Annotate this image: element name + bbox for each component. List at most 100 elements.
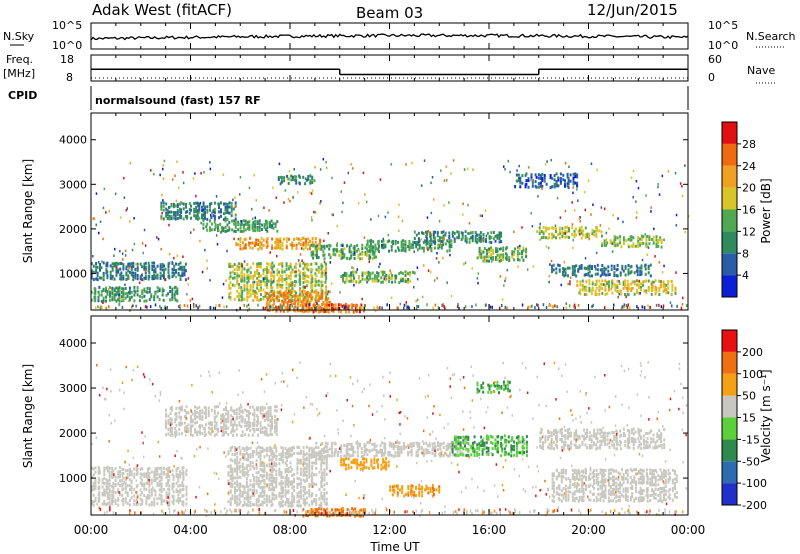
- band3-cell: [202, 223, 205, 226]
- band4-cell: [340, 460, 343, 464]
- band1-cell: [201, 415, 204, 419]
- band6-cell: [412, 444, 415, 448]
- band16-cell: [599, 286, 602, 290]
- band2-cell: [302, 494, 305, 498]
- band2-cell: [261, 490, 264, 494]
- band4-cell: [363, 457, 366, 461]
- band2-cell: [298, 459, 301, 463]
- band1-cell: [187, 427, 190, 431]
- band6-cell: [360, 455, 363, 458]
- floor-cell: [680, 306, 683, 310]
- band9-cell: [364, 271, 367, 275]
- band10-cell: [442, 239, 445, 243]
- band1-cell: [174, 285, 177, 289]
- scatter-cell: [311, 189, 314, 192]
- band2-cell: [280, 455, 283, 459]
- band17-cell: [572, 176, 575, 180]
- band5-cell: [228, 292, 231, 296]
- band5-cell: [307, 275, 310, 279]
- band14-cell: [639, 273, 642, 277]
- band8-cell: [329, 256, 332, 259]
- band6-cell: [286, 296, 289, 300]
- band2-cell: [227, 471, 230, 475]
- band14-cell: [596, 263, 599, 267]
- band0-cell: [160, 497, 163, 501]
- band6-cell: [273, 292, 276, 296]
- band3-cell: [274, 222, 277, 226]
- band14-cell: [616, 263, 619, 267]
- band0-cell: [108, 497, 111, 500]
- band0-cell: [168, 503, 171, 507]
- scatter-cell: [209, 167, 212, 171]
- band0-cell: [105, 478, 108, 482]
- band2-cell: [245, 472, 248, 476]
- scatter-cell: [569, 282, 571, 286]
- band5-cell: [431, 486, 434, 490]
- band4-cell: [319, 240, 322, 244]
- band2-cell: [239, 452, 242, 456]
- band17-cell: [562, 178, 565, 182]
- band0-cell: [153, 277, 156, 281]
- band3-cell: [346, 508, 349, 512]
- band6-cell: [324, 454, 327, 458]
- band15-cell: [659, 238, 662, 242]
- band12-cell: [502, 246, 505, 250]
- band5-cell: [271, 289, 274, 293]
- band1-cell: [185, 411, 188, 415]
- band14-cell: [573, 273, 576, 277]
- band8-cell: [366, 253, 368, 257]
- band2-cell: [311, 451, 314, 455]
- band2-cell: [310, 483, 313, 487]
- band6-cell: [321, 302, 324, 306]
- band2-cell: [257, 479, 260, 483]
- band17-cell: [539, 177, 542, 180]
- band2-cell: [247, 453, 250, 457]
- band5-cell: [270, 263, 273, 267]
- band3-cell: [224, 226, 227, 229]
- band2-cell: [180, 201, 183, 205]
- band9-cell: [348, 279, 351, 283]
- band6-cell: [268, 294, 271, 298]
- band7-cell: [347, 306, 350, 310]
- band5-cell: [305, 279, 308, 283]
- scatter-cell: [603, 207, 606, 211]
- scatter-cell: [650, 206, 652, 209]
- band4-cell: [279, 237, 282, 241]
- scatter-cell: [201, 270, 204, 274]
- band14-cell: [636, 273, 639, 277]
- band1-cell: [136, 293, 139, 297]
- band2-cell: [226, 203, 229, 206]
- band2-cell: [271, 451, 274, 455]
- band5-cell: [324, 291, 327, 295]
- band14-cell: [649, 263, 652, 267]
- band15-cell: [609, 241, 612, 245]
- band13-cell: [574, 227, 577, 231]
- scatter-cell: [276, 254, 278, 258]
- scatter-cell: [576, 188, 578, 191]
- band12-cell: [478, 250, 481, 254]
- band4-cell: [301, 243, 304, 247]
- band1-cell: [247, 423, 250, 427]
- band5-cell: [315, 293, 318, 296]
- band0-cell: [94, 487, 97, 491]
- band0-cell: [182, 478, 185, 482]
- band5-cell: [427, 487, 430, 490]
- band1-cell: [178, 432, 181, 436]
- band5-cell: [289, 277, 292, 281]
- band2-cell: [305, 456, 308, 460]
- band11-cell: [471, 231, 474, 234]
- band5-cell: [281, 292, 284, 296]
- band5-cell: [291, 295, 294, 299]
- band1-cell: [255, 428, 258, 431]
- band0-cell: [143, 267, 146, 271]
- band5-cell: [252, 281, 255, 285]
- band8-cell: [353, 245, 356, 249]
- band0-cell: [179, 278, 182, 281]
- band1-cell: [199, 426, 202, 430]
- band17-cell: [553, 174, 556, 178]
- band1-cell: [255, 424, 258, 428]
- scatter-cell: [107, 288, 110, 291]
- band10-cell: [366, 249, 369, 253]
- band4-cell: [285, 244, 288, 248]
- band1-cell: [213, 409, 216, 413]
